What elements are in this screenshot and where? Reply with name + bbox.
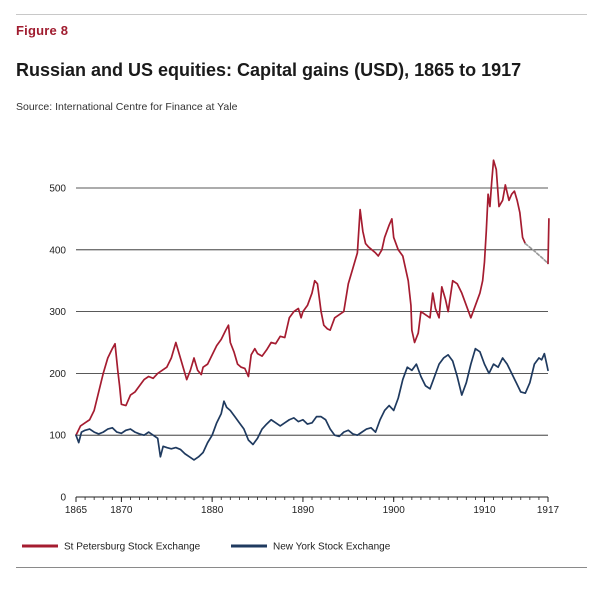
- x-tick-label: 1917: [537, 505, 560, 516]
- projection-dashed-line: [524, 242, 549, 265]
- chart-source: Source: International Centre for Finance…: [16, 101, 238, 113]
- st-petersburg-line: [75, 159, 527, 437]
- axes: 0 100 200 300 400 500 1865 1870 1880 1890 1900 1910…: [49, 184, 559, 517]
- series-lines: [75, 159, 550, 461]
- y-tick-label: 500: [49, 184, 66, 195]
- chart-title: Russian and US equities: Capital gains (…: [16, 60, 522, 80]
- x-tick-label: 1880: [201, 505, 224, 516]
- y-tick-label: 0: [60, 493, 66, 504]
- y-tick-label: 400: [49, 245, 66, 256]
- x-tick-label: 1865: [65, 505, 88, 516]
- x-tick-label: 1870: [110, 505, 133, 516]
- legend-label: St Petersburg Stock Exchange: [64, 542, 201, 553]
- y-tick-label: 300: [49, 307, 66, 318]
- new-york-line: [75, 347, 549, 461]
- top-rule: [16, 14, 587, 15]
- st-petersburg-final-line: [547, 218, 550, 265]
- x-tick-label: 1910: [473, 505, 496, 516]
- y-tick-label: 200: [49, 369, 66, 380]
- legend: St Petersburg Stock Exchange New York Sto…: [22, 542, 391, 553]
- x-tick-label: 1890: [292, 505, 315, 516]
- x-tick-label: 1900: [383, 505, 406, 516]
- figure-label: Figure 8: [16, 23, 69, 38]
- y-tick-label: 100: [49, 431, 66, 442]
- legend-label: New York Stock Exchange: [273, 542, 391, 553]
- bottom-rule: [16, 567, 587, 568]
- grid-lines: [76, 187, 548, 436]
